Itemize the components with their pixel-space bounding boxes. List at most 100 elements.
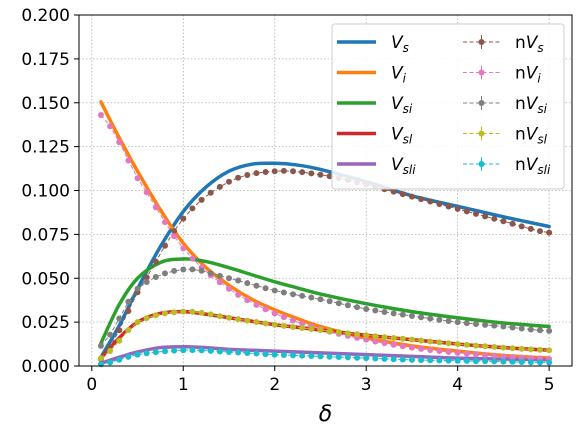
y-tick-label: 0.025 <box>21 313 70 333</box>
data-point-nv-sli <box>271 351 278 358</box>
data-point-nv-sli <box>427 357 434 364</box>
data-point-nv-si <box>308 294 315 301</box>
y-tick-label: 0.100 <box>21 182 70 202</box>
data-point-nv-si <box>354 304 361 311</box>
data-point-nv-si <box>536 327 543 334</box>
data-point-nv-s <box>500 218 507 225</box>
data-point-nv-sl <box>125 327 132 334</box>
legend-label-nvi: nVi <box>515 64 541 86</box>
data-point-nv-s <box>472 210 479 217</box>
data-point-nv-sl <box>445 340 452 347</box>
series-line-v-si <box>99 257 551 345</box>
data-point-nv-sli <box>189 347 196 354</box>
data-point-nv-sli <box>454 357 461 364</box>
data-point-nv-sl <box>107 348 114 355</box>
data-point-nv-sli <box>326 353 333 360</box>
data-point-nv-s <box>308 170 315 177</box>
data-point-nv-s <box>463 208 470 215</box>
data-point-nv-s <box>418 196 425 203</box>
data-point-nv-sli <box>536 359 543 366</box>
data-point-nv-sl <box>226 314 233 321</box>
series-line-v-sli <box>99 344 551 366</box>
data-point-nv-sli <box>463 357 470 364</box>
data-point-nv-s <box>427 198 434 205</box>
data-point-nv-si <box>427 315 434 322</box>
data-point-nv-sli <box>518 359 525 366</box>
data-point-nv-sl <box>527 346 534 353</box>
data-point-nv-i <box>97 112 104 119</box>
data-point-nv-i <box>509 353 516 360</box>
data-point-nv-s <box>491 215 498 222</box>
data-point-nv-sl <box>463 341 470 348</box>
data-point-nv-sli <box>207 347 214 354</box>
data-point-nv-sli <box>280 351 287 358</box>
data-point-nv-sli <box>299 352 306 359</box>
data-point-nv-sl <box>436 339 443 346</box>
data-point-nv-sl <box>235 316 242 323</box>
data-point-nv-s <box>271 168 278 175</box>
data-point-nv-si <box>189 266 196 273</box>
data-point-nv-s <box>299 169 306 176</box>
data-point-nv-sl <box>326 328 333 335</box>
data-point-nv-i <box>125 157 132 164</box>
legend-swatch-marker <box>478 69 485 76</box>
data-point-nv-i <box>280 314 287 321</box>
data-point-nv-sl <box>354 331 361 338</box>
data-point-nv-s <box>390 188 397 195</box>
data-point-nv-i <box>152 204 159 211</box>
data-point-nv-sli <box>125 353 132 360</box>
data-point-nv-sl <box>244 317 251 324</box>
y-tick-label: 0.000 <box>21 357 70 377</box>
data-point-nv-si <box>482 321 489 328</box>
legend-label-nvsli: nVsli <box>515 155 551 177</box>
data-point-nv-sli <box>161 348 168 355</box>
data-point-nv-sl <box>180 308 187 315</box>
data-point-nv-si <box>125 298 132 305</box>
data-point-nv-s <box>509 220 516 227</box>
legend-swatch-marker <box>478 39 485 45</box>
data-point-nv-i <box>418 345 425 352</box>
data-point-nv-s <box>527 225 534 232</box>
data-point-nv-s <box>290 168 297 175</box>
data-point-nv-sli <box>235 349 242 356</box>
data-point-nv-si <box>418 314 425 321</box>
data-point-nv-si <box>445 318 452 325</box>
data-point-nv-s <box>317 171 324 178</box>
data-point-nv-i <box>491 352 498 359</box>
legend-label-vs: Vs <box>391 33 409 55</box>
data-point-nv-sli <box>143 350 150 357</box>
data-point-nv-s <box>143 274 150 281</box>
data-point-nv-sl <box>317 327 324 334</box>
data-point-nv-sli <box>335 354 342 361</box>
data-point-nv-sl <box>472 342 479 349</box>
data-point-nv-i <box>372 338 379 345</box>
data-point-nv-si <box>262 285 269 292</box>
data-point-nv-si <box>454 319 461 326</box>
data-point-nv-si <box>408 312 415 319</box>
data-point-nv-i <box>390 341 397 348</box>
data-point-nv-sl <box>518 345 525 352</box>
data-point-nv-sli <box>436 357 443 364</box>
data-point-nv-si <box>180 266 187 273</box>
data-point-nv-si <box>463 320 470 327</box>
y-tick-label: 0.075 <box>21 225 70 245</box>
data-point-nv-sl <box>171 309 178 316</box>
data-point-nv-sl <box>500 344 507 351</box>
data-point-nv-sli <box>390 356 397 363</box>
data-point-nv-i <box>299 320 306 327</box>
data-point-nv-s <box>161 242 168 249</box>
data-point-nv-si <box>235 277 242 284</box>
data-point-nv-s <box>125 308 132 315</box>
data-point-nv-si <box>335 300 342 307</box>
data-point-nv-sli <box>381 355 388 362</box>
legend-swatch-marker <box>478 100 485 106</box>
data-point-nv-si <box>198 267 205 274</box>
data-point-nv-sli <box>308 353 315 360</box>
data-point-nv-i <box>107 123 114 130</box>
x-axis-label: δ <box>319 402 332 427</box>
data-point-nv-si <box>161 270 168 277</box>
data-point-nv-i <box>463 350 470 357</box>
data-point-nv-sli <box>216 348 223 355</box>
data-point-nv-si <box>436 316 443 323</box>
